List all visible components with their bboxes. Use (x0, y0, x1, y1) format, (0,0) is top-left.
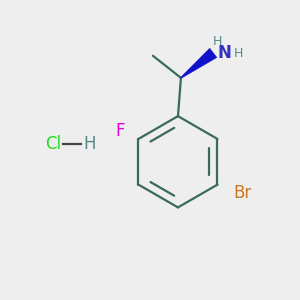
Text: N: N (217, 44, 231, 62)
Text: H: H (233, 47, 243, 60)
Text: Cl: Cl (46, 135, 62, 153)
Polygon shape (181, 48, 217, 78)
Text: H: H (84, 135, 96, 153)
Text: H: H (213, 35, 222, 48)
Text: F: F (115, 122, 124, 140)
Text: Br: Br (233, 184, 251, 202)
